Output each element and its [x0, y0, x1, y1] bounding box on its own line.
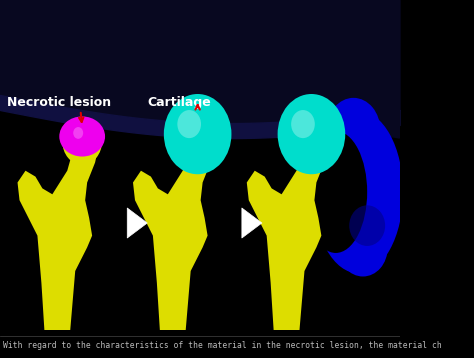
Ellipse shape	[59, 116, 105, 156]
Circle shape	[62, 117, 102, 165]
Polygon shape	[247, 120, 328, 330]
Ellipse shape	[304, 131, 367, 253]
Circle shape	[73, 127, 83, 139]
Circle shape	[177, 110, 201, 138]
Ellipse shape	[338, 219, 388, 276]
Polygon shape	[253, 0, 400, 138]
Polygon shape	[18, 120, 99, 330]
Ellipse shape	[349, 205, 385, 246]
Ellipse shape	[313, 111, 403, 273]
Circle shape	[164, 94, 231, 174]
Text: Necrotic lesion: Necrotic lesion	[7, 96, 111, 109]
Circle shape	[291, 110, 315, 138]
Ellipse shape	[327, 98, 381, 163]
Text: With regard to the characteristics of the material in the necrotic lesion, the m: With regard to the characteristics of th…	[3, 341, 442, 350]
Text: Cartilage: Cartilage	[147, 96, 211, 109]
Circle shape	[278, 94, 345, 174]
Polygon shape	[133, 120, 215, 330]
